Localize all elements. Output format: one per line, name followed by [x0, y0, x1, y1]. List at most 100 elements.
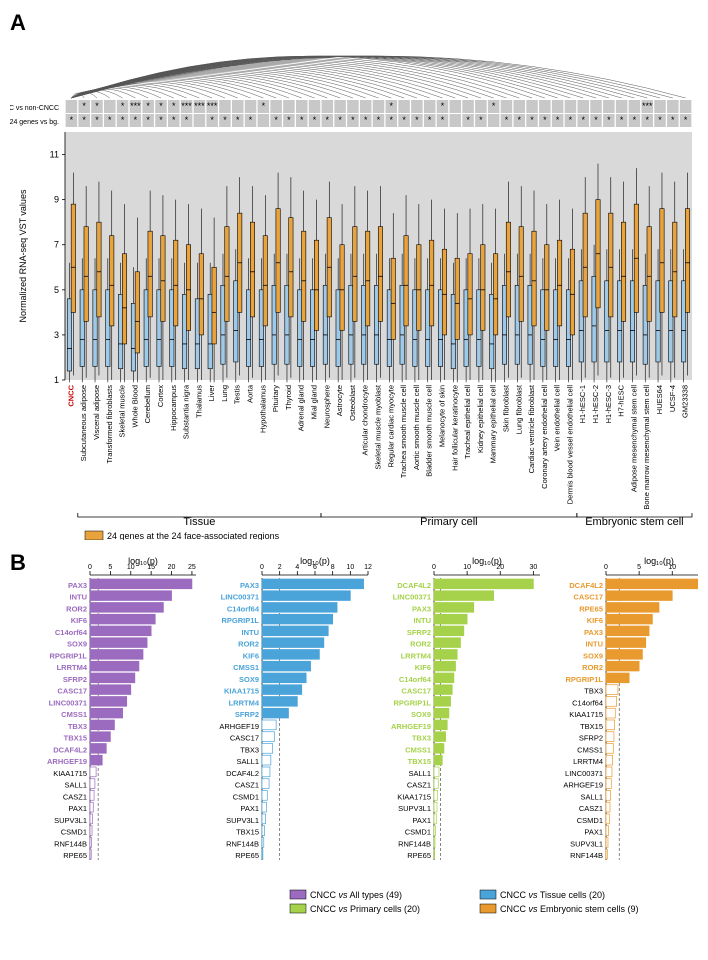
- svg-text:H7-hESC: H7-hESC: [617, 384, 626, 416]
- svg-text:Neurosphere: Neurosphere: [322, 385, 331, 428]
- svg-text:SFRP2: SFRP2: [63, 675, 87, 684]
- svg-text:SUPV3L1: SUPV3L1: [570, 839, 603, 848]
- svg-text:Articular chondrocyte: Articular chondrocyte: [361, 385, 370, 455]
- svg-text:*: *: [428, 115, 432, 125]
- svg-text:Kidney epithelial cell: Kidney epithelial cell: [476, 385, 485, 453]
- svg-text:*: *: [134, 115, 138, 125]
- svg-text:RPGRIP1L: RPGRIP1L: [49, 651, 87, 660]
- svg-text:PAX1: PAX1: [240, 804, 259, 813]
- svg-text:*: *: [108, 115, 112, 125]
- svg-text:*: *: [249, 115, 253, 125]
- svg-text:TBX15: TBX15: [408, 757, 431, 766]
- svg-text:4: 4: [295, 564, 299, 571]
- svg-text:SUPV3L1: SUPV3L1: [398, 804, 431, 813]
- svg-text:DCAF4L2: DCAF4L2: [397, 581, 431, 590]
- svg-text:24 genes at the 24 face-associ: 24 genes at the 24 face-associated regio…: [107, 531, 280, 540]
- svg-text:KIF6: KIF6: [415, 663, 431, 672]
- svg-text:PAX1: PAX1: [412, 816, 431, 825]
- svg-text:3: 3: [54, 330, 59, 340]
- svg-text:Liver: Liver: [207, 385, 216, 402]
- svg-text:PAX3: PAX3: [68, 581, 87, 590]
- svg-text:CASC17: CASC17: [230, 734, 259, 743]
- svg-text:25: 25: [188, 564, 196, 571]
- svg-text:SUPV3L1: SUPV3L1: [54, 816, 87, 825]
- svg-text:TBX3: TBX3: [584, 687, 603, 696]
- svg-text:SFRP2: SFRP2: [579, 734, 603, 743]
- svg-text:RNF144B: RNF144B: [570, 851, 603, 860]
- svg-text:RNF144B: RNF144B: [54, 839, 87, 848]
- svg-text:10: 10: [127, 564, 135, 571]
- svg-text:Thalamus: Thalamus: [194, 385, 203, 418]
- svg-text:*: *: [364, 115, 368, 125]
- svg-text:DCAF4L2: DCAF4L2: [569, 581, 603, 590]
- svg-text:Cerebellum: Cerebellum: [143, 385, 152, 423]
- svg-text:5: 5: [54, 285, 59, 295]
- svg-text:Dermis blood vessel endothelia: Dermis blood vessel endothelial cell: [565, 385, 574, 505]
- svg-text:Trachea smooth muscle cell: Trachea smooth muscle cell: [399, 385, 408, 478]
- svg-text:Osteoblast: Osteoblast: [348, 384, 357, 421]
- svg-text:*: *: [351, 115, 355, 125]
- svg-text:*: *: [402, 115, 406, 125]
- svg-text:*: *: [146, 115, 150, 125]
- svg-text:Hair follicular keratinocyte: Hair follicular keratinocyte: [450, 385, 459, 471]
- svg-text:SALL1: SALL1: [580, 792, 603, 801]
- svg-text:*: *: [159, 101, 163, 111]
- svg-text:TBX3: TBX3: [412, 734, 431, 743]
- svg-text:INTU: INTU: [242, 628, 260, 637]
- svg-text:*: *: [121, 115, 125, 125]
- svg-text:Hypothalamus: Hypothalamus: [258, 385, 267, 433]
- svg-text:30: 30: [529, 564, 537, 571]
- svg-text:Aorta: Aorta: [246, 384, 255, 403]
- svg-text:LINC00371: LINC00371: [565, 769, 603, 778]
- svg-text:5: 5: [637, 564, 641, 571]
- svg-text:Skeletal muscle myoblast: Skeletal muscle myoblast: [374, 384, 383, 470]
- svg-text:Adrenal gland: Adrenal gland: [297, 385, 306, 431]
- svg-text:SFRP2: SFRP2: [407, 628, 431, 637]
- svg-text:5: 5: [108, 564, 112, 571]
- panel-a-label: A: [10, 10, 26, 36]
- svg-text:C14orf64: C14orf64: [572, 698, 603, 707]
- svg-text:Adipose mesenchymal stem cell: Adipose mesenchymal stem cell: [629, 385, 638, 492]
- svg-text:Mammary epithelial cell: Mammary epithelial cell: [489, 385, 498, 464]
- svg-text:C14orf64: C14orf64: [55, 628, 88, 637]
- svg-text:*: *: [313, 115, 317, 125]
- svg-text:SFRP2: SFRP2: [235, 710, 259, 719]
- panel-b-chart: log₁₀(p)0510152025PAX3INTUROR2KIF6C14orf…: [10, 550, 698, 930]
- svg-text:*: *: [658, 115, 662, 125]
- svg-text:*: *: [287, 115, 291, 125]
- svg-text:0: 0: [432, 564, 436, 571]
- svg-text:10: 10: [463, 564, 471, 571]
- svg-text:15: 15: [147, 564, 155, 571]
- svg-text:1: 1: [54, 375, 59, 385]
- svg-text:10: 10: [346, 564, 354, 571]
- svg-text:CASZ1: CASZ1: [407, 781, 431, 790]
- svg-text:TBX15: TBX15: [64, 734, 87, 743]
- svg-text:*: *: [390, 101, 394, 111]
- svg-text:ROR2: ROR2: [582, 663, 603, 672]
- svg-text:*: *: [594, 115, 598, 125]
- svg-text:Skeletal muscle: Skeletal muscle: [118, 385, 127, 438]
- svg-text:*: *: [95, 115, 99, 125]
- svg-text:*: *: [159, 115, 163, 125]
- svg-text:*: *: [185, 115, 189, 125]
- svg-text:20: 20: [496, 564, 504, 571]
- svg-text:CNCC vs Primary cells (20): CNCC vs Primary cells (20): [310, 904, 420, 914]
- panel-a-chart: 1357911Normalized RNA-seq VST valuesCNCC…: [10, 10, 698, 540]
- svg-text:H1-hESC-1: H1-hESC-1: [578, 385, 587, 423]
- svg-text:*: *: [607, 115, 611, 125]
- panel-b-label: B: [10, 550, 26, 576]
- svg-text:CASC17: CASC17: [573, 593, 603, 602]
- svg-text:***: ***: [207, 101, 218, 111]
- svg-text:Subcutaneous adipose: Subcutaneous adipose: [79, 385, 88, 461]
- svg-text:H1-hESC-2: H1-hESC-2: [591, 385, 600, 423]
- svg-text:CSMD1: CSMD1: [405, 828, 431, 837]
- svg-text:*: *: [172, 101, 176, 111]
- svg-text:CASZ1: CASZ1: [235, 781, 259, 790]
- svg-text:DCAF4L2: DCAF4L2: [53, 745, 87, 754]
- svg-text:KIF6: KIF6: [71, 616, 87, 625]
- svg-text:*: *: [121, 101, 125, 111]
- svg-text:*: *: [95, 101, 99, 111]
- svg-text:PAX3: PAX3: [412, 604, 431, 613]
- svg-text:*: *: [326, 115, 330, 125]
- svg-text:Astrocyte: Astrocyte: [335, 385, 344, 416]
